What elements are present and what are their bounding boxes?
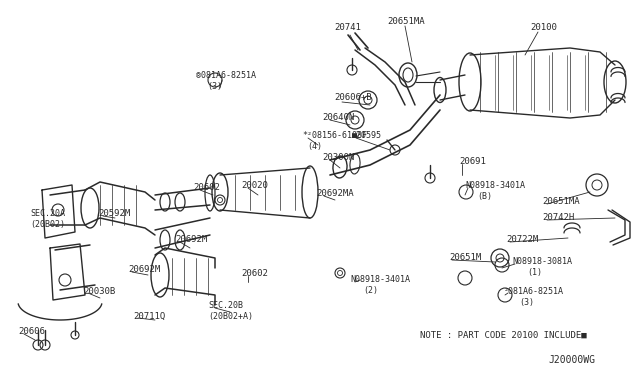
Text: 20300N: 20300N (322, 154, 355, 163)
Text: J20000WG: J20000WG (548, 355, 595, 365)
Text: 20020: 20020 (241, 180, 268, 189)
Text: ²081A6-8251A: ²081A6-8251A (504, 286, 564, 295)
Text: 20606: 20606 (18, 327, 45, 337)
Text: (20B02): (20B02) (30, 221, 65, 230)
Text: N08918-3401A: N08918-3401A (350, 276, 410, 285)
Text: 20692M: 20692M (175, 235, 207, 244)
Text: 20640N: 20640N (322, 112, 355, 122)
Text: N08918-3401A: N08918-3401A (465, 180, 525, 189)
Text: 20692MA: 20692MA (316, 189, 354, 199)
Text: 20691: 20691 (459, 157, 486, 167)
Text: 20651MA: 20651MA (542, 198, 580, 206)
Text: (1): (1) (527, 269, 542, 278)
Text: 20602: 20602 (241, 269, 268, 279)
Text: (3): (3) (207, 81, 222, 90)
Text: NOTE : PART CODE 20100 INCLUDE■: NOTE : PART CODE 20100 INCLUDE■ (420, 330, 587, 340)
Text: 20711Q: 20711Q (133, 311, 165, 321)
Text: (3): (3) (519, 298, 534, 307)
Text: 20592M: 20592M (98, 209, 131, 218)
Text: 20651M: 20651M (449, 253, 481, 263)
Text: (4): (4) (307, 142, 322, 151)
Text: 20742H: 20742H (542, 214, 574, 222)
Text: SEC.20B: SEC.20B (208, 301, 243, 310)
Text: *²08156-6108F: *²08156-6108F (302, 131, 367, 141)
Text: (20B02+A): (20B02+A) (208, 311, 253, 321)
Text: N08918-3081A: N08918-3081A (512, 257, 572, 266)
Text: 20030B: 20030B (83, 286, 115, 295)
Text: 20741: 20741 (334, 23, 361, 32)
Text: 20651MA: 20651MA (387, 17, 424, 26)
Text: (2): (2) (363, 286, 378, 295)
Text: 20606+B: 20606+B (334, 93, 372, 103)
Text: SEC.20A: SEC.20A (30, 209, 65, 218)
Text: 20722M: 20722M (506, 235, 538, 244)
Text: 20602: 20602 (193, 183, 220, 192)
Text: (B): (B) (477, 192, 492, 201)
Text: 20100: 20100 (530, 23, 557, 32)
Text: ®081A6-8251A: ®081A6-8251A (196, 71, 256, 80)
Text: 20692M: 20692M (128, 266, 160, 275)
Text: ■20595: ■20595 (352, 131, 382, 141)
